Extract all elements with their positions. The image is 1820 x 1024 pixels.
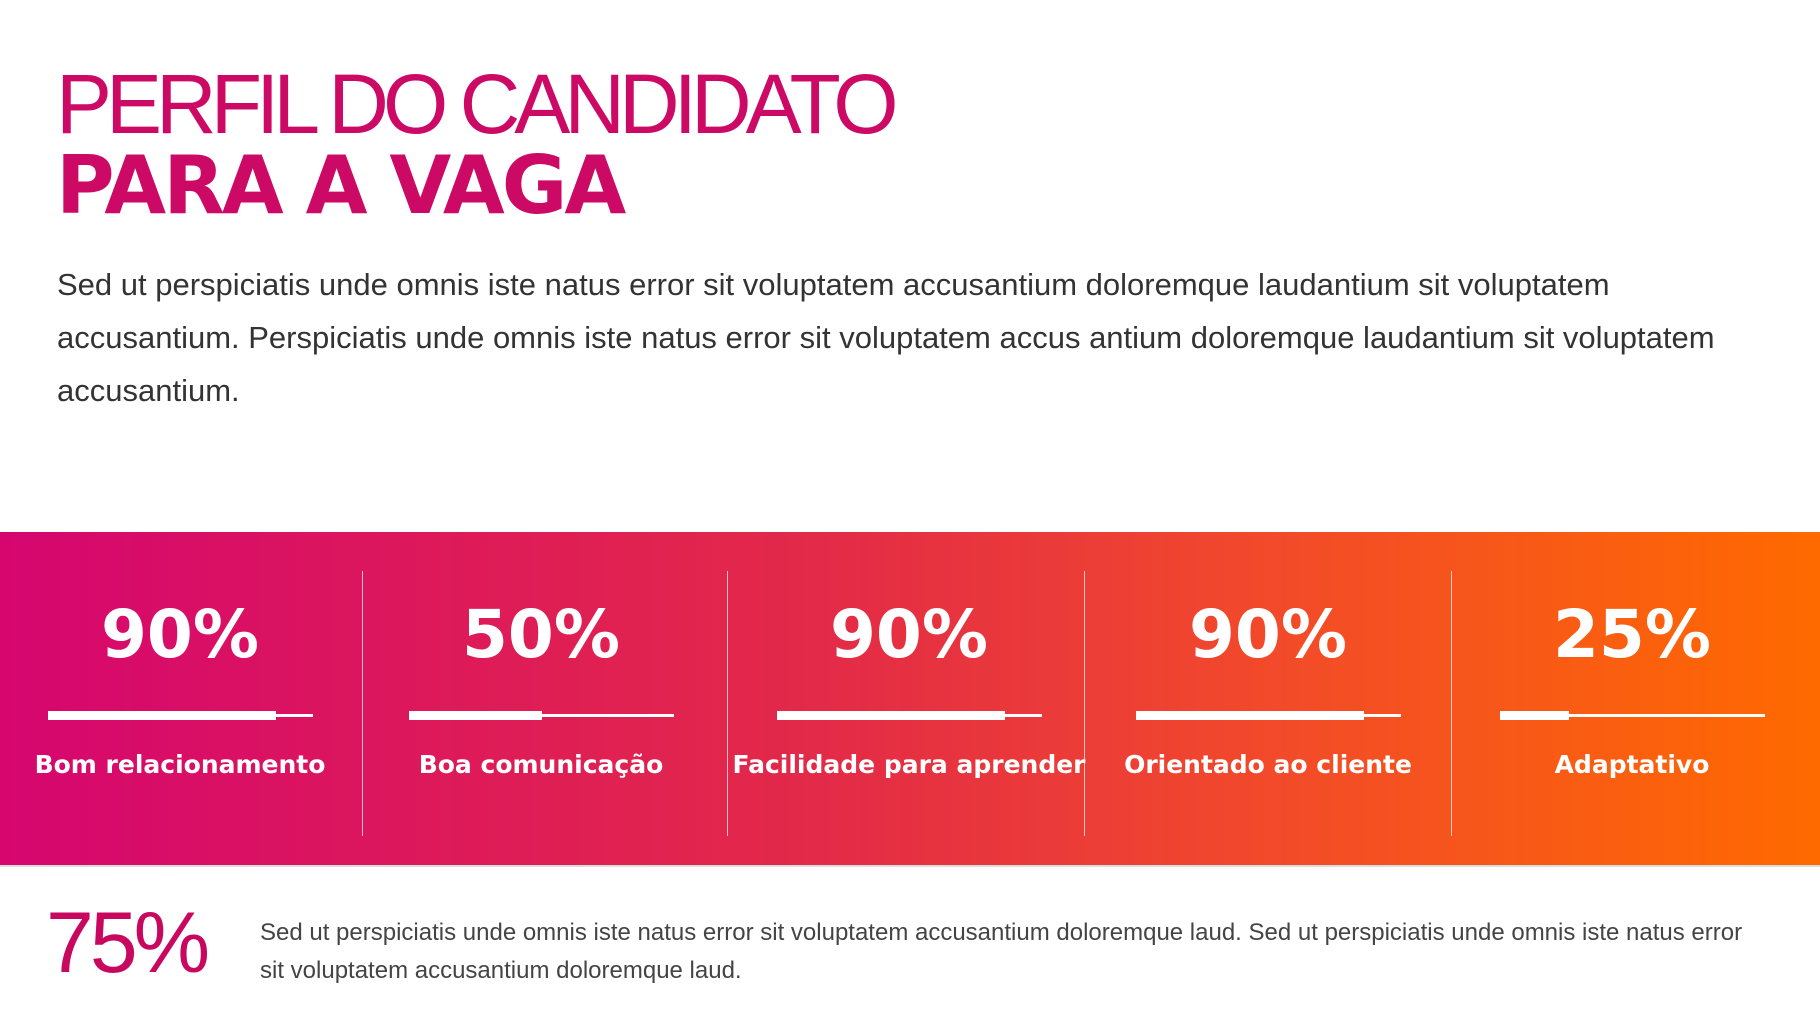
skill-progress-bar: [1500, 711, 1765, 720]
title-line-2: PARA A VAGA: [56, 139, 626, 232]
skill-facilidade-para-aprender: 90% Facilidade para aprender: [729, 532, 1089, 865]
skill-label: Adaptativo: [1554, 750, 1710, 779]
skill-progress-fill: [777, 711, 1005, 720]
intro-paragraph: Sed ut perspiciatis unde omnis iste natu…: [57, 267, 1715, 408]
divider: [1451, 571, 1452, 836]
skill-label: Boa comunicação: [418, 750, 664, 779]
skill-percent: 90%: [830, 596, 988, 673]
skill-progress-bar: [409, 711, 674, 720]
skill-percent: 90%: [101, 596, 259, 673]
skill-progress-track: [409, 714, 674, 717]
divider: [1084, 571, 1085, 836]
skill-progress-bar: [777, 711, 1042, 720]
skill-boa-comunicacao: 50% Boa comunicação: [361, 532, 721, 865]
skill-label: Bom relacionamento: [34, 750, 326, 779]
skill-percent: 90%: [1189, 596, 1347, 673]
skill-progress-fill: [409, 711, 542, 720]
skill-progress-fill: [1136, 711, 1364, 720]
footer-text: Sed ut perspiciatis unde omnis iste natu…: [260, 919, 1743, 984]
divider: [727, 571, 728, 836]
skill-label: Orientado ao cliente: [1124, 750, 1412, 779]
skill-label: Facilidade para aprender: [732, 750, 1086, 779]
skill-bom-relacionamento: 90% Bom relacionamento: [0, 532, 360, 865]
big-stat: 75%: [46, 895, 210, 991]
skill-progress-bar: [1136, 711, 1401, 720]
skill-progress-fill: [48, 711, 276, 720]
skill-progress-bar: [48, 711, 313, 720]
skill-percent: 50%: [462, 596, 620, 673]
skill-progress-fill: [1500, 711, 1569, 720]
skill-adaptativo: 25% Adaptativo: [1452, 532, 1812, 865]
skills-band: 90% Bom relacionamento 50% Boa comunicaç…: [0, 532, 1820, 867]
title-line-1: PERFIL DO CANDIDATO: [56, 57, 899, 151]
skill-progress-track: [1500, 714, 1765, 717]
skill-percent: 25%: [1553, 596, 1711, 673]
skill-orientado-ao-cliente: 90% Orientado ao cliente: [1088, 532, 1448, 865]
divider: [362, 571, 363, 836]
